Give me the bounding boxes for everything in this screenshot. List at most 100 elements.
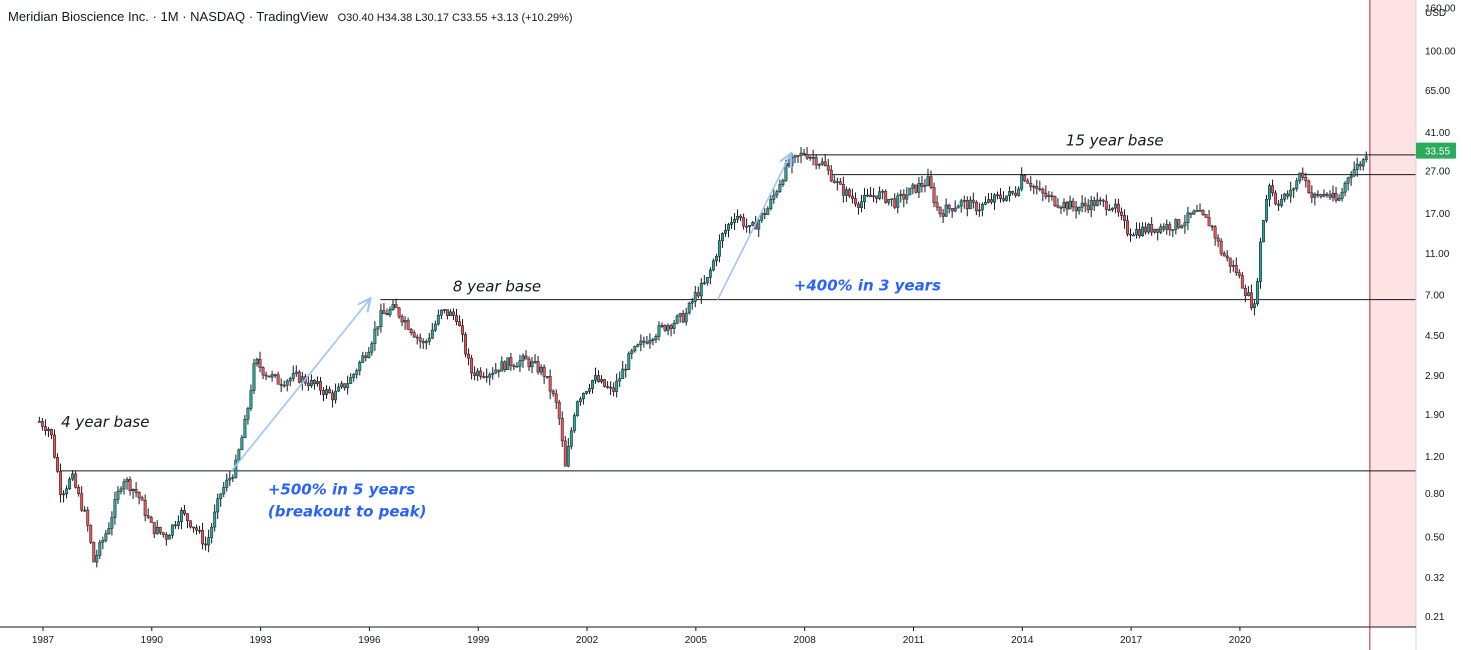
candle (40, 417, 44, 431)
candle (297, 370, 301, 384)
candle (717, 234, 721, 263)
candle (527, 356, 531, 372)
candle (158, 526, 162, 536)
candle (944, 198, 948, 217)
symbol-name[interactable]: Meridian Bioscience Inc. (8, 9, 149, 24)
annotation-base-15[interactable]: 15 year base (1066, 131, 1164, 149)
candle (1243, 284, 1247, 303)
candle (615, 373, 619, 398)
candle (1014, 186, 1018, 198)
candle (59, 463, 62, 503)
candle (993, 193, 996, 210)
candle (379, 303, 383, 333)
separator: · (152, 9, 157, 24)
candle (53, 429, 56, 459)
time-axis[interactable]: 1987 1990 1993 1996 1999 2002 2005 2008 2011 2014… (32, 627, 1252, 646)
candle (1035, 179, 1039, 195)
interval[interactable]: 1M (160, 9, 179, 24)
candle (996, 191, 999, 200)
candle (439, 309, 443, 319)
annotation-base-8[interactable]: 8 year base (453, 278, 541, 296)
candle (1355, 157, 1359, 177)
candle (675, 314, 679, 325)
candle (37, 416, 41, 423)
candle (696, 286, 700, 299)
candle (1231, 260, 1235, 272)
candle (43, 419, 47, 436)
candle (228, 470, 232, 486)
candle (711, 258, 715, 272)
candle (875, 195, 879, 204)
candle (1144, 222, 1148, 235)
candle (554, 389, 558, 409)
candle (391, 299, 395, 311)
candle (980, 202, 984, 217)
candle (569, 427, 573, 450)
candle (560, 411, 564, 448)
trend-arrow[interactable] (716, 155, 791, 301)
candle (1089, 195, 1093, 218)
candle (488, 372, 492, 386)
candle (863, 188, 866, 210)
candle (805, 147, 809, 160)
candle (461, 319, 464, 343)
candle (355, 368, 359, 379)
candle (1159, 223, 1163, 235)
candle (50, 428, 53, 440)
price-tick-label: 0.80 (1425, 489, 1445, 500)
trend-arrow[interactable] (230, 300, 370, 472)
candle (291, 365, 295, 382)
candle (128, 476, 132, 496)
candle (448, 309, 452, 316)
candle (914, 184, 918, 194)
candle (394, 298, 398, 309)
candle (1171, 229, 1175, 238)
candle (216, 493, 220, 519)
candle (515, 362, 519, 368)
candle (739, 214, 743, 222)
candle (1265, 194, 1268, 223)
open-value: 30.40 (346, 12, 374, 24)
candle (721, 232, 724, 248)
candle (485, 368, 489, 383)
candle (1059, 205, 1063, 215)
price-axis[interactable]: 560.00360.00240.00160.00100.0065.0041.00… (1425, 0, 1456, 650)
candle (1198, 203, 1202, 212)
candle (1056, 198, 1060, 209)
candle (337, 383, 341, 392)
price-tick-label: 0.32 (1425, 573, 1445, 584)
candle (1062, 198, 1066, 212)
candle (222, 481, 226, 498)
candle (1271, 179, 1275, 197)
candle (1252, 300, 1256, 316)
candle (430, 322, 434, 339)
candle (1213, 225, 1217, 246)
candle (926, 168, 930, 187)
annotation-gain-400[interactable]: +400% in 3 years (794, 276, 941, 294)
candle (881, 189, 885, 200)
candle (1023, 174, 1027, 182)
annotation-gain-500-a[interactable]: +500% in 5 years (268, 480, 415, 498)
chart-legend: Meridian Bioscience Inc. · 1M · NASDAQ ·… (8, 9, 573, 24)
candle (207, 529, 211, 553)
candle (893, 193, 897, 210)
candle (1286, 190, 1290, 200)
candle (621, 361, 625, 379)
candle (654, 333, 658, 344)
candle (107, 522, 111, 535)
annotation-base-4[interactable]: 4 year base (61, 413, 149, 431)
price-tick-label: 65.00 (1425, 86, 1450, 97)
candle (1044, 185, 1048, 200)
candle (548, 369, 552, 400)
candle (167, 533, 171, 540)
candle (261, 366, 265, 380)
candle (1259, 237, 1262, 289)
candle (1364, 151, 1368, 163)
candle (240, 435, 244, 451)
candle (152, 522, 156, 539)
candle (195, 524, 198, 535)
candle (866, 188, 869, 198)
annotation-gain-500-b[interactable]: (breakout to peak) (268, 503, 427, 521)
candle (104, 530, 108, 543)
